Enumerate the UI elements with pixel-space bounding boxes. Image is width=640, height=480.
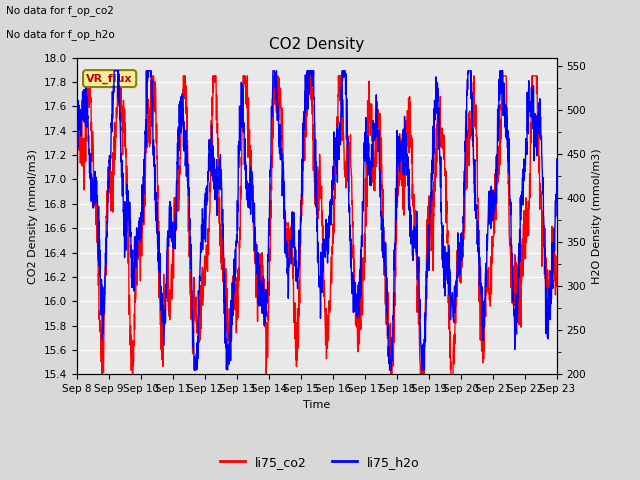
- Text: VR_flux: VR_flux: [86, 73, 133, 84]
- Text: No data for f_op_h2o: No data for f_op_h2o: [6, 29, 115, 40]
- Text: No data for f_op_co2: No data for f_op_co2: [6, 5, 115, 16]
- Legend: li75_co2, li75_h2o: li75_co2, li75_h2o: [215, 451, 425, 474]
- Title: CO2 Density: CO2 Density: [269, 37, 364, 52]
- Y-axis label: H2O Density (mmol/m3): H2O Density (mmol/m3): [592, 148, 602, 284]
- X-axis label: Time: Time: [303, 400, 330, 409]
- Y-axis label: CO2 Density (mmol/m3): CO2 Density (mmol/m3): [28, 148, 38, 284]
